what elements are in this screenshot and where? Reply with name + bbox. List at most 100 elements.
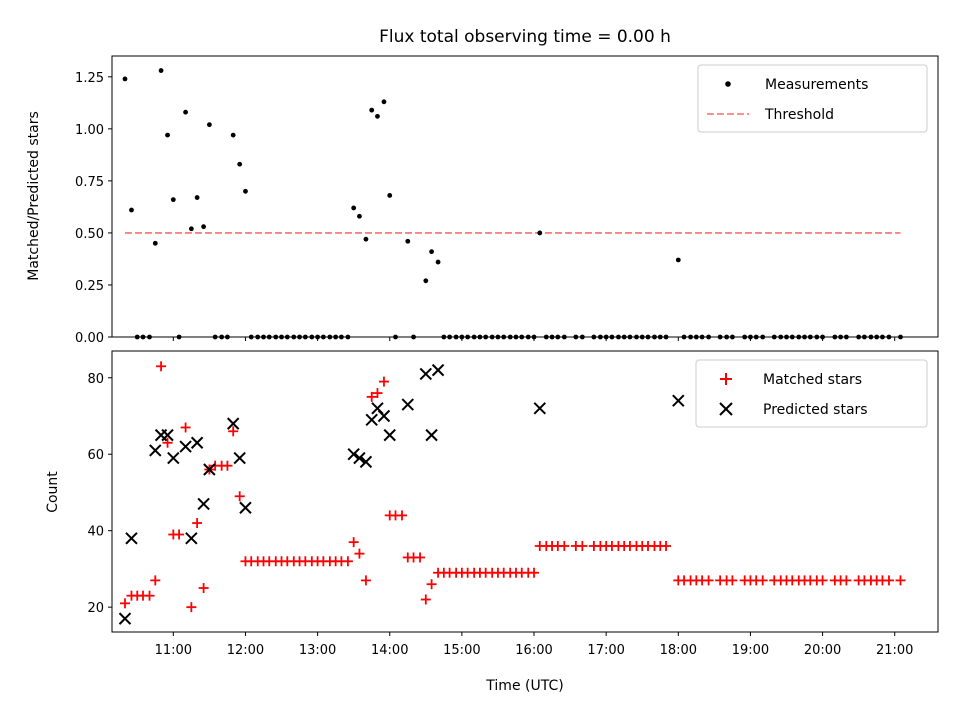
matched-star-marker — [366, 391, 377, 402]
predicted-star-marker — [161, 428, 174, 442]
predicted-star-marker — [179, 440, 192, 453]
bottom-y-tick-label: 40 — [87, 525, 104, 540]
predicted-star-marker — [431, 363, 445, 377]
predicted-star-marker — [359, 455, 373, 469]
top-y-tick-label: 0.25 — [75, 279, 104, 294]
top-axes-frame — [111, 55, 939, 338]
measurement-point — [230, 132, 236, 138]
matched-star-marker — [529, 567, 540, 578]
predicted-star-marker — [203, 463, 216, 476]
measurement-point — [237, 161, 243, 167]
measurement-point — [357, 213, 362, 219]
legend-label-predicted-stars: Predicted stars — [763, 402, 868, 418]
top-y-axis: 0.00 0.25 0.50 0.75 1.00 1.25 — [75, 71, 112, 346]
x-tick-label: 16:00 — [515, 643, 552, 658]
measurement-point — [158, 68, 164, 73]
bottom-x-axis: 11:00 12:00 13:00 14:00 15:00 16:00 17:00 18:00… — [155, 632, 913, 658]
predicted-star-marker — [239, 501, 252, 514]
matched-star-marker — [841, 575, 852, 586]
matched-star-marker — [420, 594, 431, 605]
predicted-star-marker — [233, 451, 246, 465]
legend-marker-predicted-stars — [719, 402, 733, 416]
predicted-star-marker — [383, 428, 396, 442]
x-tick-label: 12:00 — [227, 643, 264, 658]
matched-star-marker — [661, 540, 672, 551]
matched-star-marker — [174, 529, 185, 540]
measurement-point — [122, 76, 128, 82]
measurement-point — [152, 240, 158, 246]
matched-star-marker — [378, 376, 389, 387]
matched-star-marker — [372, 388, 383, 399]
predicted-star-marker — [149, 444, 162, 457]
predicted-star-marker — [347, 448, 360, 461]
top-plot-area — [122, 68, 903, 340]
matched-star-marker — [119, 598, 130, 609]
measurement-point — [243, 188, 248, 194]
matched-star-marker — [397, 510, 408, 521]
x-tick-label: 18:00 — [660, 643, 697, 658]
measurement-point — [201, 224, 207, 230]
matched-star-marker — [360, 575, 371, 586]
measurement-point — [206, 122, 212, 128]
x-tick-label: 17:00 — [587, 643, 624, 658]
measurement-point — [165, 132, 170, 138]
measurement-point — [363, 236, 369, 242]
measurement-point — [194, 195, 200, 200]
matched-star-marker — [234, 491, 245, 502]
x-tick-label: 21:00 — [876, 643, 913, 658]
matched-star-marker — [426, 579, 437, 590]
top-y-axis-label: Matched/Predicted stars — [26, 111, 42, 281]
bottom-legend: Matched stars Predicted stars — [695, 359, 928, 428]
matched-star-marker — [354, 548, 365, 559]
predicted-star-marker — [425, 428, 438, 442]
legend-marker-measurements — [725, 81, 731, 87]
bottom-y-axis-label: Count — [45, 471, 61, 513]
matched-star-marker — [222, 460, 233, 471]
bottom-y-tick-label: 20 — [87, 601, 104, 616]
x-tick-label: 15:00 — [443, 643, 480, 658]
x-tick-label: 13:00 — [299, 643, 336, 658]
measurement-point — [188, 226, 194, 232]
predicted-star-marker — [533, 402, 546, 415]
matched-star-marker — [883, 575, 894, 586]
matched-star-marker — [192, 518, 203, 529]
top-legend: Measurements Threshold — [697, 64, 928, 133]
x-tick-label: 14:00 — [371, 643, 408, 658]
predicted-star-marker — [118, 612, 132, 625]
top-y-tick-label: 0.50 — [75, 227, 104, 242]
x-tick-label: 11:00 — [155, 643, 192, 658]
predicted-star-marker — [672, 394, 685, 407]
predicted-star-marker — [185, 532, 198, 545]
matched-star-marker — [757, 575, 768, 586]
bottom-y-tick-label: 60 — [87, 448, 104, 463]
measurement-point — [351, 205, 357, 211]
matched-star-marker — [817, 575, 828, 586]
predicted-star-marker — [377, 409, 391, 423]
matched-star-marker — [144, 590, 155, 601]
top-legend-box — [697, 64, 928, 133]
matched-star-marker — [228, 426, 239, 437]
predicted-star-marker — [197, 497, 210, 511]
matched-star-marker — [186, 602, 197, 613]
x-tick-label: 19:00 — [732, 643, 769, 658]
predicted-star-marker — [365, 413, 378, 427]
matched-star-marker — [162, 437, 173, 448]
predicted-star-marker — [353, 451, 366, 465]
top-y-tick-label: 0.75 — [75, 175, 104, 190]
top-x-axis — [172, 337, 896, 341]
measurement-point — [129, 207, 134, 213]
measurement-point — [387, 193, 393, 198]
matched-star-marker — [415, 552, 426, 563]
predicted-star-marker — [401, 398, 414, 411]
measurement-point — [675, 257, 681, 263]
measurement-point — [429, 249, 434, 255]
bottom-axes-frame — [111, 350, 939, 633]
measurement-point — [405, 238, 411, 244]
predicted-star-marker — [125, 532, 138, 545]
measurement-point — [369, 107, 375, 113]
bottom-y-tick-label: 80 — [87, 372, 104, 387]
predicted-star-marker — [226, 417, 240, 430]
measurement-point — [435, 259, 441, 265]
measurement-point — [381, 99, 387, 105]
top-y-tick-label: 0.00 — [75, 331, 104, 346]
